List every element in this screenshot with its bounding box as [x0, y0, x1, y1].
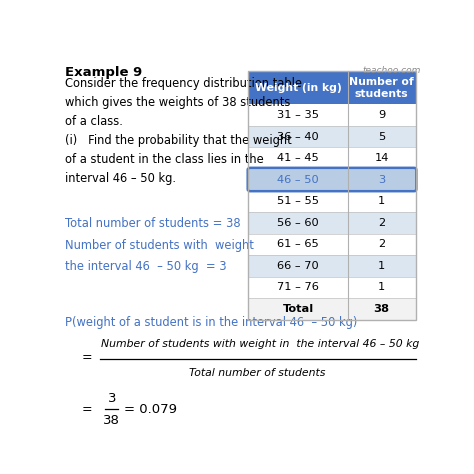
Text: 1: 1: [378, 261, 385, 271]
Text: which gives the weights of 38 students: which gives the weights of 38 students: [65, 96, 290, 109]
Text: 9: 9: [378, 110, 385, 120]
Text: 14: 14: [374, 153, 389, 163]
Text: 36 – 40: 36 – 40: [277, 132, 319, 142]
Text: Number of students with  weight: Number of students with weight: [65, 238, 254, 252]
Bar: [248, 126, 416, 147]
Bar: [248, 277, 416, 298]
Text: the interval 46  – 50 kg  = 3: the interval 46 – 50 kg = 3: [65, 260, 227, 273]
Bar: [248, 72, 416, 104]
Text: = 0.079: = 0.079: [124, 402, 176, 416]
Text: 1: 1: [378, 196, 385, 206]
Text: Example 9: Example 9: [65, 66, 142, 79]
Text: 71 – 76: 71 – 76: [277, 283, 319, 292]
Text: Total number of students: Total number of students: [190, 368, 326, 378]
Text: 31 – 35: 31 – 35: [277, 110, 319, 120]
Text: 1: 1: [378, 283, 385, 292]
Text: of a class.: of a class.: [65, 115, 123, 128]
Text: 2: 2: [378, 218, 385, 228]
Text: Total number of students = 38: Total number of students = 38: [65, 218, 240, 230]
Text: of a student in the class lies in the: of a student in the class lies in the: [65, 153, 264, 166]
Text: 2: 2: [378, 239, 385, 249]
Text: Total: Total: [283, 304, 314, 314]
Text: 3: 3: [108, 392, 116, 405]
Text: 46 – 50: 46 – 50: [277, 175, 319, 185]
Text: Number of students with weight in  the interval 46 – 50 kg: Number of students with weight in the in…: [101, 339, 420, 349]
Bar: [248, 234, 416, 255]
Bar: [248, 104, 416, 126]
Text: 51 – 55: 51 – 55: [277, 196, 319, 206]
Text: =: =: [82, 352, 92, 365]
Bar: [248, 298, 416, 319]
Text: (i)   Find the probability that the weight: (i) Find the probability that the weight: [65, 134, 292, 147]
Text: 56 – 60: 56 – 60: [277, 218, 319, 228]
Text: 5: 5: [378, 132, 385, 142]
Text: P(weight of a student is in the interval 46  – 50 kg): P(weight of a student is in the interval…: [65, 316, 357, 329]
Text: 61 – 65: 61 – 65: [277, 239, 319, 249]
Text: teachoo.com: teachoo.com: [363, 66, 421, 75]
Text: 38: 38: [103, 413, 120, 427]
Text: Consider the frequency distribution table: Consider the frequency distribution tabl…: [65, 77, 302, 90]
Text: interval 46 – 50 kg.: interval 46 – 50 kg.: [65, 172, 176, 185]
Text: Number of
students: Number of students: [349, 77, 414, 99]
Bar: [248, 72, 416, 319]
Bar: [248, 255, 416, 277]
Bar: [248, 212, 416, 234]
FancyBboxPatch shape: [248, 168, 416, 191]
Text: =: =: [82, 402, 92, 416]
Text: 41 – 45: 41 – 45: [277, 153, 319, 163]
Text: 38: 38: [374, 304, 390, 314]
Bar: [248, 147, 416, 169]
Text: 3: 3: [378, 175, 385, 185]
Text: 66 – 70: 66 – 70: [277, 261, 319, 271]
Bar: [248, 169, 416, 191]
Bar: [248, 191, 416, 212]
Text: Weight (in kg): Weight (in kg): [255, 83, 341, 93]
